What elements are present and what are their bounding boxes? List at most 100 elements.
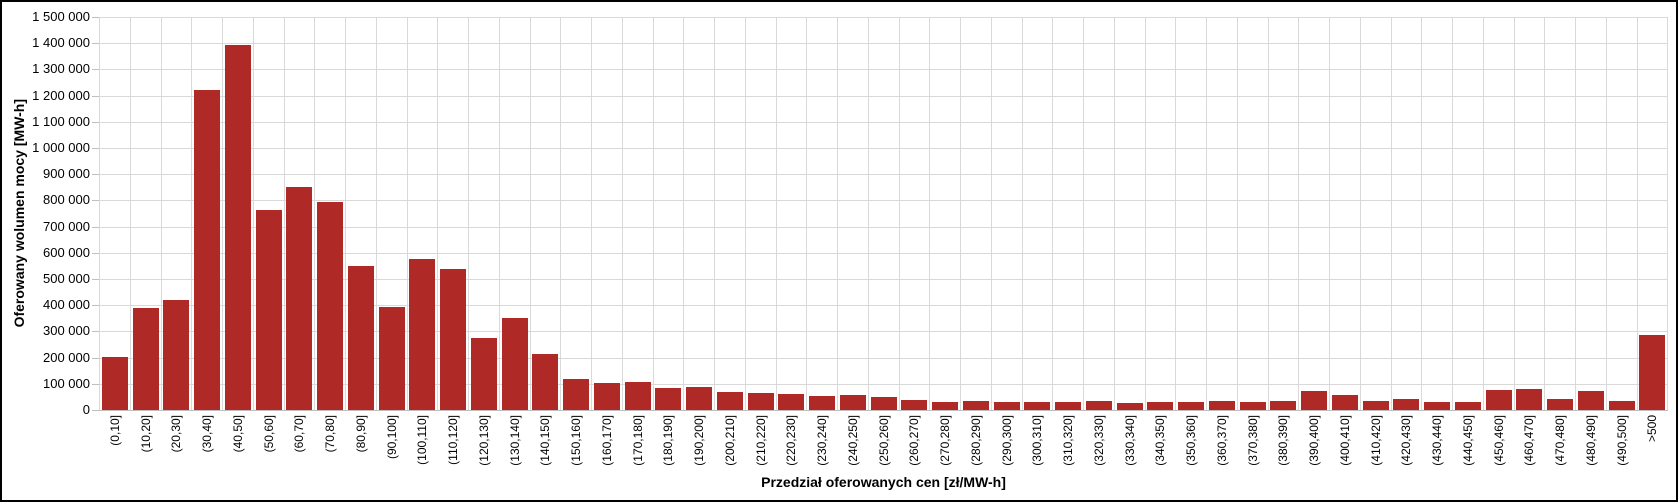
y-tick-mark [92,95,99,97]
x-tick-label: (150,160] [569,415,584,466]
category-cell [746,17,777,410]
x-tick-label: (360,370] [1214,415,1229,466]
y-tick-mark [92,226,99,228]
category-cell [1146,17,1177,410]
x-tick-cell: (130,140] [500,415,531,481]
x-tick-cell: (0,10] [100,415,131,481]
bar [1331,395,1358,410]
x-tick-label: (350,360] [1184,415,1199,466]
y-tick-label: 300 000 [43,323,90,339]
x-tick-cell: (350,360] [1176,415,1207,481]
x-tick-label: (410,420] [1368,415,1383,466]
category-cell [1453,17,1484,410]
x-tick-label: (190,200] [692,415,707,466]
bar [409,259,436,410]
bar [378,306,405,410]
bar [901,400,928,410]
y-axis-title-text: Oferowany wolumen mocy [MW-h] [11,99,27,328]
bar [101,356,128,410]
x-tick-cell: (440,450] [1453,415,1484,481]
x-tick-cell: (280,290] [961,415,992,481]
bar [532,353,559,410]
bar [778,394,805,410]
x-tick-cell: (10,20] [131,415,162,481]
bar [655,387,682,410]
y-tick-mark [92,69,99,71]
bar [870,397,897,410]
bar [993,402,1020,410]
category-cell [500,17,531,410]
y-tick-mark [92,121,99,123]
x-tick-cell: (460,470] [1515,415,1546,481]
x-tick-cell: (200,210] [715,415,746,481]
bar [563,378,590,410]
bar [440,269,467,410]
y-tick-mark [92,200,99,202]
category-cell [1330,17,1361,410]
bar [716,391,743,410]
category-cell [1023,17,1054,410]
x-tick-cell: (250,260] [869,415,900,481]
y-tick-label: 1 200 000 [32,87,90,103]
x-tick-cell: (490,500] [1607,415,1638,481]
x-tick-cell: (80,90] [346,415,377,481]
x-tick-cell: (60,70] [285,415,316,481]
bar [686,387,713,410]
bar [839,395,866,410]
bar [962,401,989,410]
y-tick-label: 600 000 [43,244,90,260]
x-tick-label: (220,230] [784,415,799,466]
x-axis-labels: (0,10] (10,20] (20,30] (30,40] (40,50] (50,60… [99,415,1668,481]
bar [1639,334,1666,410]
category-cell [100,17,131,410]
gridline-h [99,383,1668,385]
category-cell [869,17,900,410]
bar [470,337,497,410]
category-cell [408,17,439,410]
x-tick-cell: (430,440] [1422,415,1453,481]
bar [1454,402,1481,410]
category-cell [1053,17,1084,410]
x-tick-cell: (40,50] [223,415,254,481]
category-cell [131,17,162,410]
x-tick-cell: (480,490] [1576,415,1607,481]
x-tick-label: (160,170] [599,415,614,466]
x-tick-label: (70,80] [323,415,338,453]
x-tick-cell: (220,230] [777,415,808,481]
gridline-h [99,200,1668,202]
gridline-h [99,357,1668,359]
gridline-h [99,17,1668,18]
x-tick-cell: (330,340] [1115,415,1146,481]
gridline-h [99,252,1668,254]
category-cell [1545,17,1576,410]
x-tick-cell: (180,190] [654,415,685,481]
x-tick-cell: (270,280] [930,415,961,481]
y-tick-mark [92,383,99,385]
category-cell [1238,17,1269,410]
category-cell [900,17,931,410]
y-tick-label: 900 000 [43,166,90,182]
x-tick-cell: (390,400] [1299,415,1330,481]
x-tick-label: (380,390] [1276,415,1291,466]
plot-area [99,17,1669,411]
x-tick-label: (370,380] [1245,415,1260,466]
x-tick-label: (180,190] [661,415,676,466]
x-tick-label: (420,430] [1399,415,1414,466]
category-cell [930,17,961,410]
gridline-h [99,279,1668,280]
x-tick-label: (280,290] [968,415,983,466]
category-cell [1515,17,1546,410]
x-tick-cell: (160,170] [592,415,623,481]
bar [1178,402,1205,410]
x-tick-cell: (310,320] [1053,415,1084,481]
x-tick-label: (30,40] [200,415,215,453]
category-cell [961,17,992,410]
x-tick-label: (60,70] [292,415,307,453]
bar [1362,401,1389,410]
x-tick-cell: (70,80] [315,415,346,481]
x-tick-cell: (170,180] [623,415,654,481]
x-tick-cell: (300,310] [1023,415,1054,481]
bar [255,210,282,410]
bar [1208,401,1235,410]
category-cell [346,17,377,410]
